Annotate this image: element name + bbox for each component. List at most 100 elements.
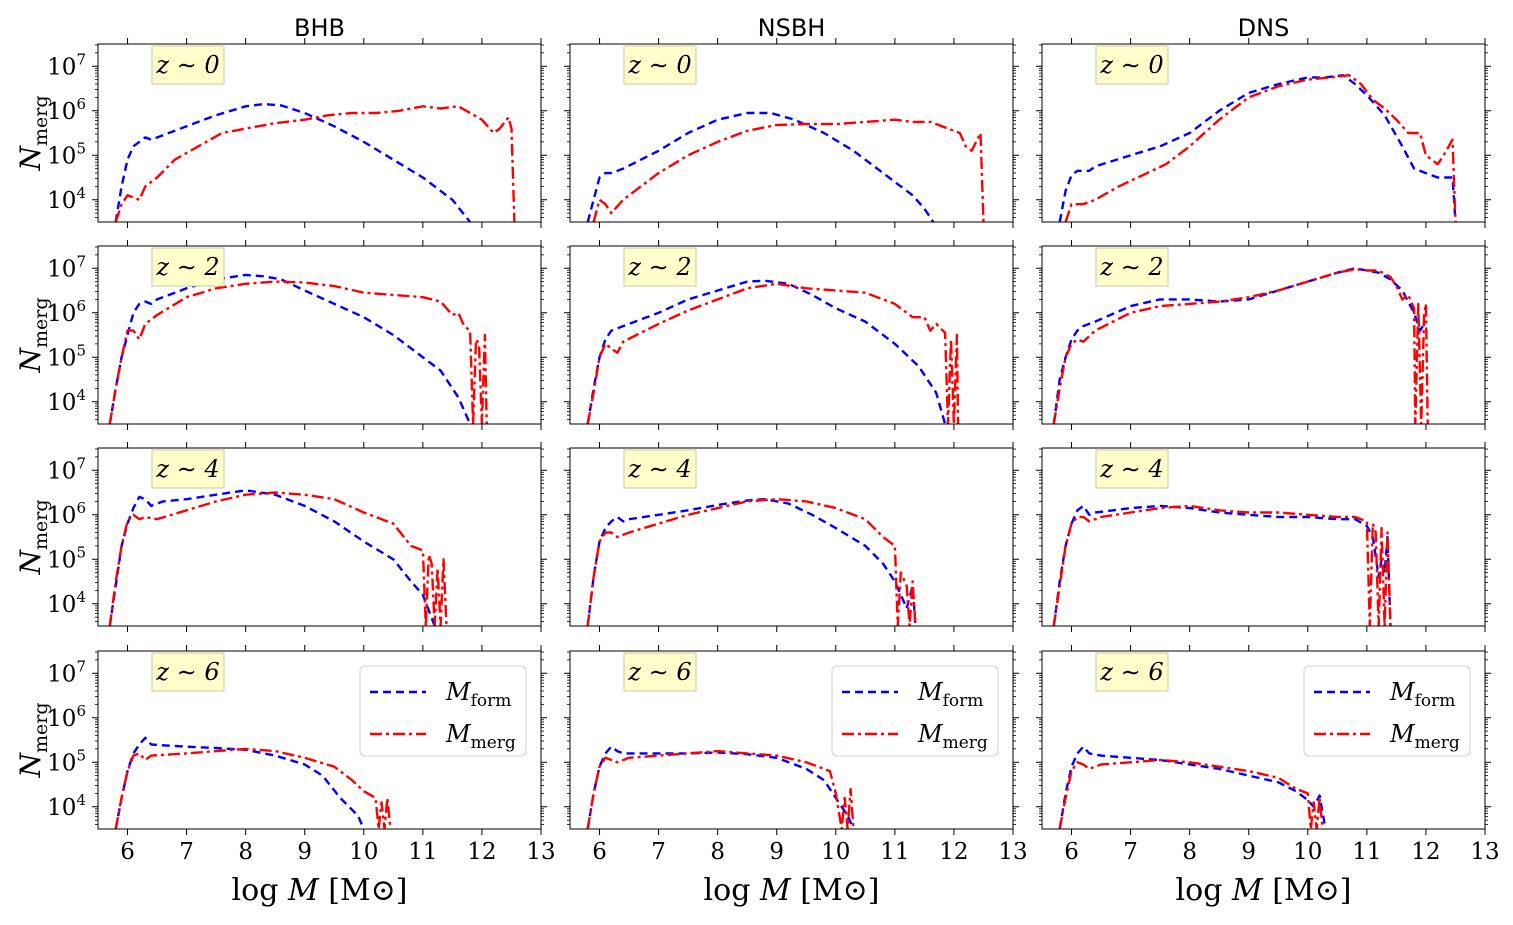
svg-text:z ∼ 0: z ∼ 0 xyxy=(155,51,219,79)
x-tick-label: 11 xyxy=(408,839,437,865)
x-tick-label: 12 xyxy=(939,839,968,865)
series-m-form-line xyxy=(108,489,436,626)
panel-nsbh-row-2: z ∼ 4 xyxy=(564,442,1019,632)
y-tick-label: 106 xyxy=(47,499,86,529)
panel-bhb-row-3: 6 7 8 9 10 11 12 13 104 105 106 107 z ∼ 6 Mform Mmerg xyxy=(47,645,556,865)
panel-frame xyxy=(1041,245,1486,425)
series-m-merg-line xyxy=(1052,504,1392,626)
series-m-merg-line xyxy=(114,747,392,829)
legend: Mform Mmerg xyxy=(1303,665,1471,757)
legend-label: Mform xyxy=(1389,678,1455,711)
redshift-label: z ∼ 6 xyxy=(151,652,225,692)
x-tick-label: 7 xyxy=(179,839,194,865)
legend: Mform Mmerg xyxy=(831,665,999,757)
x-tick-label: 8 xyxy=(1182,839,1197,865)
redshift-label: z ∼ 4 xyxy=(151,449,225,489)
y-axis-label: Nmerg xyxy=(14,297,52,373)
panel-bhb-row-2: 104 105 106 107 z ∼ 4 xyxy=(47,442,547,632)
y-tick-label: 106 xyxy=(47,297,86,327)
x-tick-label: 13 xyxy=(998,839,1027,865)
panel-frame xyxy=(569,447,1014,627)
series-m-merg-line xyxy=(1064,73,1457,222)
y-tick-label: 106 xyxy=(47,95,86,125)
x-tick-label: 12 xyxy=(1411,839,1440,865)
y-axis-label: Nmerg xyxy=(14,702,52,778)
panel-frame xyxy=(569,43,1014,223)
series-m-merg-line xyxy=(108,491,448,626)
panel-frame xyxy=(97,245,542,425)
redshift-label: z ∼ 2 xyxy=(1095,247,1169,287)
svg-text:z ∼ 0: z ∼ 0 xyxy=(1099,51,1163,79)
series-m-merg-line xyxy=(108,280,488,424)
x-tick-label: 13 xyxy=(526,839,555,865)
redshift-label: z ∼ 6 xyxy=(623,652,697,692)
x-tick-label: 6 xyxy=(120,839,135,865)
panel-dns-row-1: z ∼ 2 xyxy=(1036,240,1491,430)
redshift-label: z ∼ 4 xyxy=(623,449,697,489)
y-tick-label: 105 xyxy=(47,746,86,776)
panel-nsbh-row-3: 6 7 8 9 10 11 12 13 z ∼ 6 Mform Mmerg xyxy=(564,645,1028,865)
y-tick-label: 104 xyxy=(47,184,86,214)
x-tick-label: 8 xyxy=(238,839,253,865)
panel-frame xyxy=(97,447,542,627)
series-m-form-line xyxy=(586,745,855,829)
legend-label: Mmerg xyxy=(1389,720,1460,753)
series-m-merg-line xyxy=(1058,758,1324,829)
x-tick-label: 10 xyxy=(1293,839,1322,865)
redshift-label: z ∼ 2 xyxy=(151,247,225,287)
x-tick-label: 9 xyxy=(769,839,784,865)
y-tick-label: 107 xyxy=(47,657,86,687)
x-tick-label: 6 xyxy=(592,839,607,865)
panel-frame xyxy=(1041,650,1486,830)
x-axis-label: log M [M⊙] xyxy=(232,873,408,908)
series-m-merg-line xyxy=(1052,267,1429,424)
x-tick-label: 7 xyxy=(1123,839,1138,865)
panel-dns-row-2: z ∼ 4 xyxy=(1036,442,1491,632)
series-m-form-line xyxy=(1058,745,1327,829)
y-tick-label: 105 xyxy=(47,139,86,169)
x-axis-label: log M [M⊙] xyxy=(1176,873,1352,908)
svg-text:z ∼ 6: z ∼ 6 xyxy=(155,658,219,686)
series-m-form-line xyxy=(586,279,947,424)
y-tick-label: 104 xyxy=(47,791,86,821)
series-m-form-line xyxy=(1052,267,1427,424)
x-tick-label: 11 xyxy=(880,839,909,865)
x-tick-label: 8 xyxy=(710,839,725,865)
panel-frame xyxy=(569,245,1014,425)
y-tick-label: 107 xyxy=(47,50,86,80)
y-tick-label: 104 xyxy=(47,386,86,416)
svg-text:z ∼ 4: z ∼ 4 xyxy=(627,455,691,483)
column-title-nsbh: NSBH xyxy=(758,14,826,42)
series-m-merg-line xyxy=(586,498,917,626)
panel-dns-row-3: 6 7 8 9 10 11 12 13 z ∼ 6 Mform Mmerg xyxy=(1036,645,1500,865)
column-title-bhb: BHB xyxy=(294,14,345,42)
x-tick-label: 10 xyxy=(349,839,378,865)
series-m-form-line xyxy=(1052,504,1392,626)
series-m-form-line xyxy=(586,498,917,626)
svg-text:z ∼ 0: z ∼ 0 xyxy=(627,51,691,79)
column-title-dns: DNS xyxy=(1238,14,1290,42)
svg-text:z ∼ 4: z ∼ 4 xyxy=(155,455,219,483)
redshift-label: z ∼ 6 xyxy=(1095,652,1169,692)
panel-frame xyxy=(569,650,1014,830)
x-tick-label: 9 xyxy=(1241,839,1256,865)
x-axis-label: log M [M⊙] xyxy=(704,873,880,908)
panel-nsbh-row-1: z ∼ 2 xyxy=(564,240,1019,430)
y-tick-label: 107 xyxy=(47,454,86,484)
panel-frame xyxy=(1041,447,1486,627)
x-tick-label: 9 xyxy=(297,839,312,865)
legend-label: Mmerg xyxy=(917,720,988,753)
redshift-label: z ∼ 0 xyxy=(623,45,697,85)
series-m-form-line xyxy=(1058,73,1457,222)
series-m-merg-line xyxy=(586,282,960,424)
redshift-label: z ∼ 0 xyxy=(1095,45,1169,85)
y-tick-label: 106 xyxy=(47,702,86,732)
x-tick-label: 13 xyxy=(1470,839,1499,865)
x-tick-label: 12 xyxy=(467,839,496,865)
svg-text:z ∼ 2: z ∼ 2 xyxy=(1099,253,1163,281)
redshift-label: z ∼ 0 xyxy=(151,45,225,85)
x-tick-label: 7 xyxy=(651,839,666,865)
svg-text:z ∼ 4: z ∼ 4 xyxy=(1099,455,1163,483)
redshift-label: z ∼ 4 xyxy=(1095,449,1169,489)
